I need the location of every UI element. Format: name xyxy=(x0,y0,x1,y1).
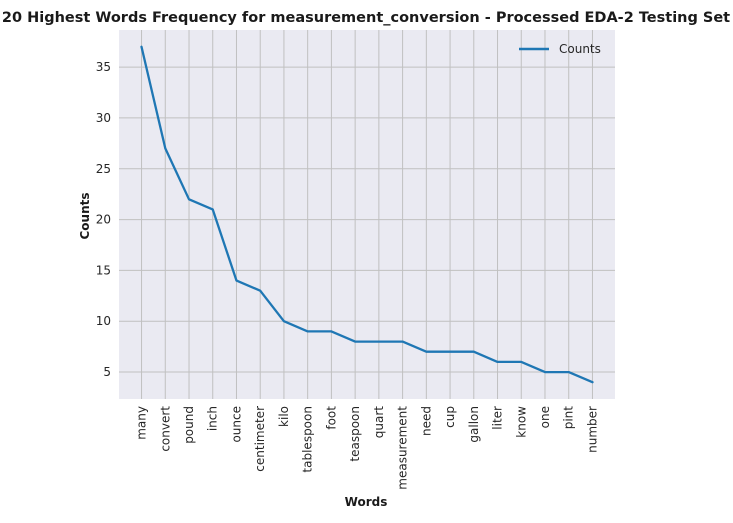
x-tick-label: measurement xyxy=(396,406,410,490)
x-tick-label: number xyxy=(585,406,599,453)
y-tick-label: 15 xyxy=(96,263,111,277)
x-tick-label: inch xyxy=(206,406,220,431)
x-tick-label: tablespoon xyxy=(301,406,315,473)
x-tick-label: liter xyxy=(491,406,505,430)
x-tick-label: pint xyxy=(562,406,576,430)
x-tick-label: cup xyxy=(443,406,457,428)
x-tick-label: need xyxy=(419,406,433,436)
x-tick-label: kilo xyxy=(277,406,291,427)
chart-title: 20 Highest Words Frequency for measureme… xyxy=(2,10,730,26)
y-tick-label: 10 xyxy=(96,314,111,328)
x-tick-label: gallon xyxy=(467,406,481,443)
y-tick-label: 30 xyxy=(96,111,111,125)
legend-label-counts: Counts xyxy=(559,42,601,56)
x-tick-label: pound xyxy=(182,406,196,444)
x-tick-label: centimeter xyxy=(253,406,267,472)
x-tick-label: convert xyxy=(158,406,172,452)
y-tick-label: 5 xyxy=(103,365,111,379)
x-tick-label: know xyxy=(514,406,528,438)
y-tick-label: 35 xyxy=(96,60,111,74)
x-tick-label: many xyxy=(135,406,149,440)
x-tick-label: ounce xyxy=(229,406,243,443)
plot-area xyxy=(119,30,615,399)
y-tick-label: 20 xyxy=(96,213,111,227)
x-tick-label: one xyxy=(538,406,552,428)
x-tick-label: foot xyxy=(324,406,338,430)
y-axis-ticks: 5 10 15 20 25 30 35 xyxy=(96,60,111,379)
x-tick-label: quart xyxy=(372,406,386,439)
x-tick-label: teaspoon xyxy=(348,406,362,462)
y-axis-label: Counts xyxy=(78,192,92,239)
x-axis-label: Words xyxy=(345,495,388,509)
y-tick-label: 25 xyxy=(96,162,111,176)
